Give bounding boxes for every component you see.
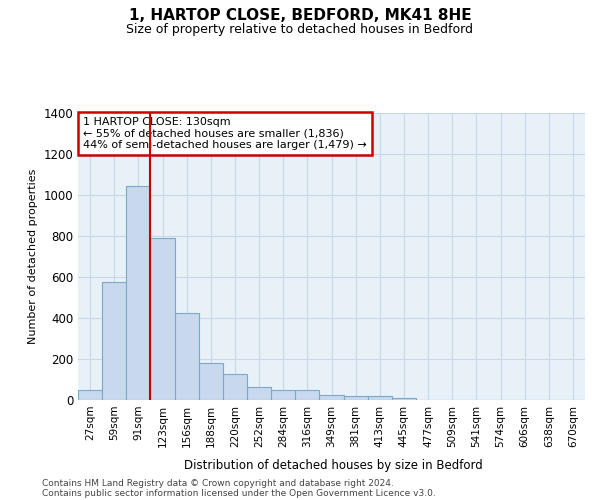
- Bar: [368, 396, 392, 400]
- Bar: [319, 395, 344, 400]
- Bar: [102, 282, 126, 400]
- Bar: [199, 363, 223, 400]
- Text: Contains HM Land Registry data © Crown copyright and database right 2024.: Contains HM Land Registry data © Crown c…: [42, 478, 394, 488]
- Y-axis label: Number of detached properties: Number of detached properties: [28, 168, 38, 344]
- Bar: [344, 396, 368, 400]
- Bar: [223, 374, 247, 400]
- Bar: [392, 398, 416, 400]
- Text: 1 HARTOP CLOSE: 130sqm
← 55% of detached houses are smaller (1,836)
44% of semi-: 1 HARTOP CLOSE: 130sqm ← 55% of detached…: [83, 117, 367, 150]
- Bar: [78, 390, 102, 400]
- Text: Size of property relative to detached houses in Bedford: Size of property relative to detached ho…: [127, 22, 473, 36]
- Bar: [295, 390, 319, 400]
- Bar: [271, 390, 295, 400]
- Bar: [247, 386, 271, 400]
- Bar: [151, 238, 175, 400]
- Text: Contains public sector information licensed under the Open Government Licence v3: Contains public sector information licen…: [42, 488, 436, 498]
- Text: 1, HARTOP CLOSE, BEDFORD, MK41 8HE: 1, HARTOP CLOSE, BEDFORD, MK41 8HE: [128, 8, 472, 22]
- Bar: [175, 312, 199, 400]
- Bar: [126, 186, 151, 400]
- Text: Distribution of detached houses by size in Bedford: Distribution of detached houses by size …: [184, 460, 482, 472]
